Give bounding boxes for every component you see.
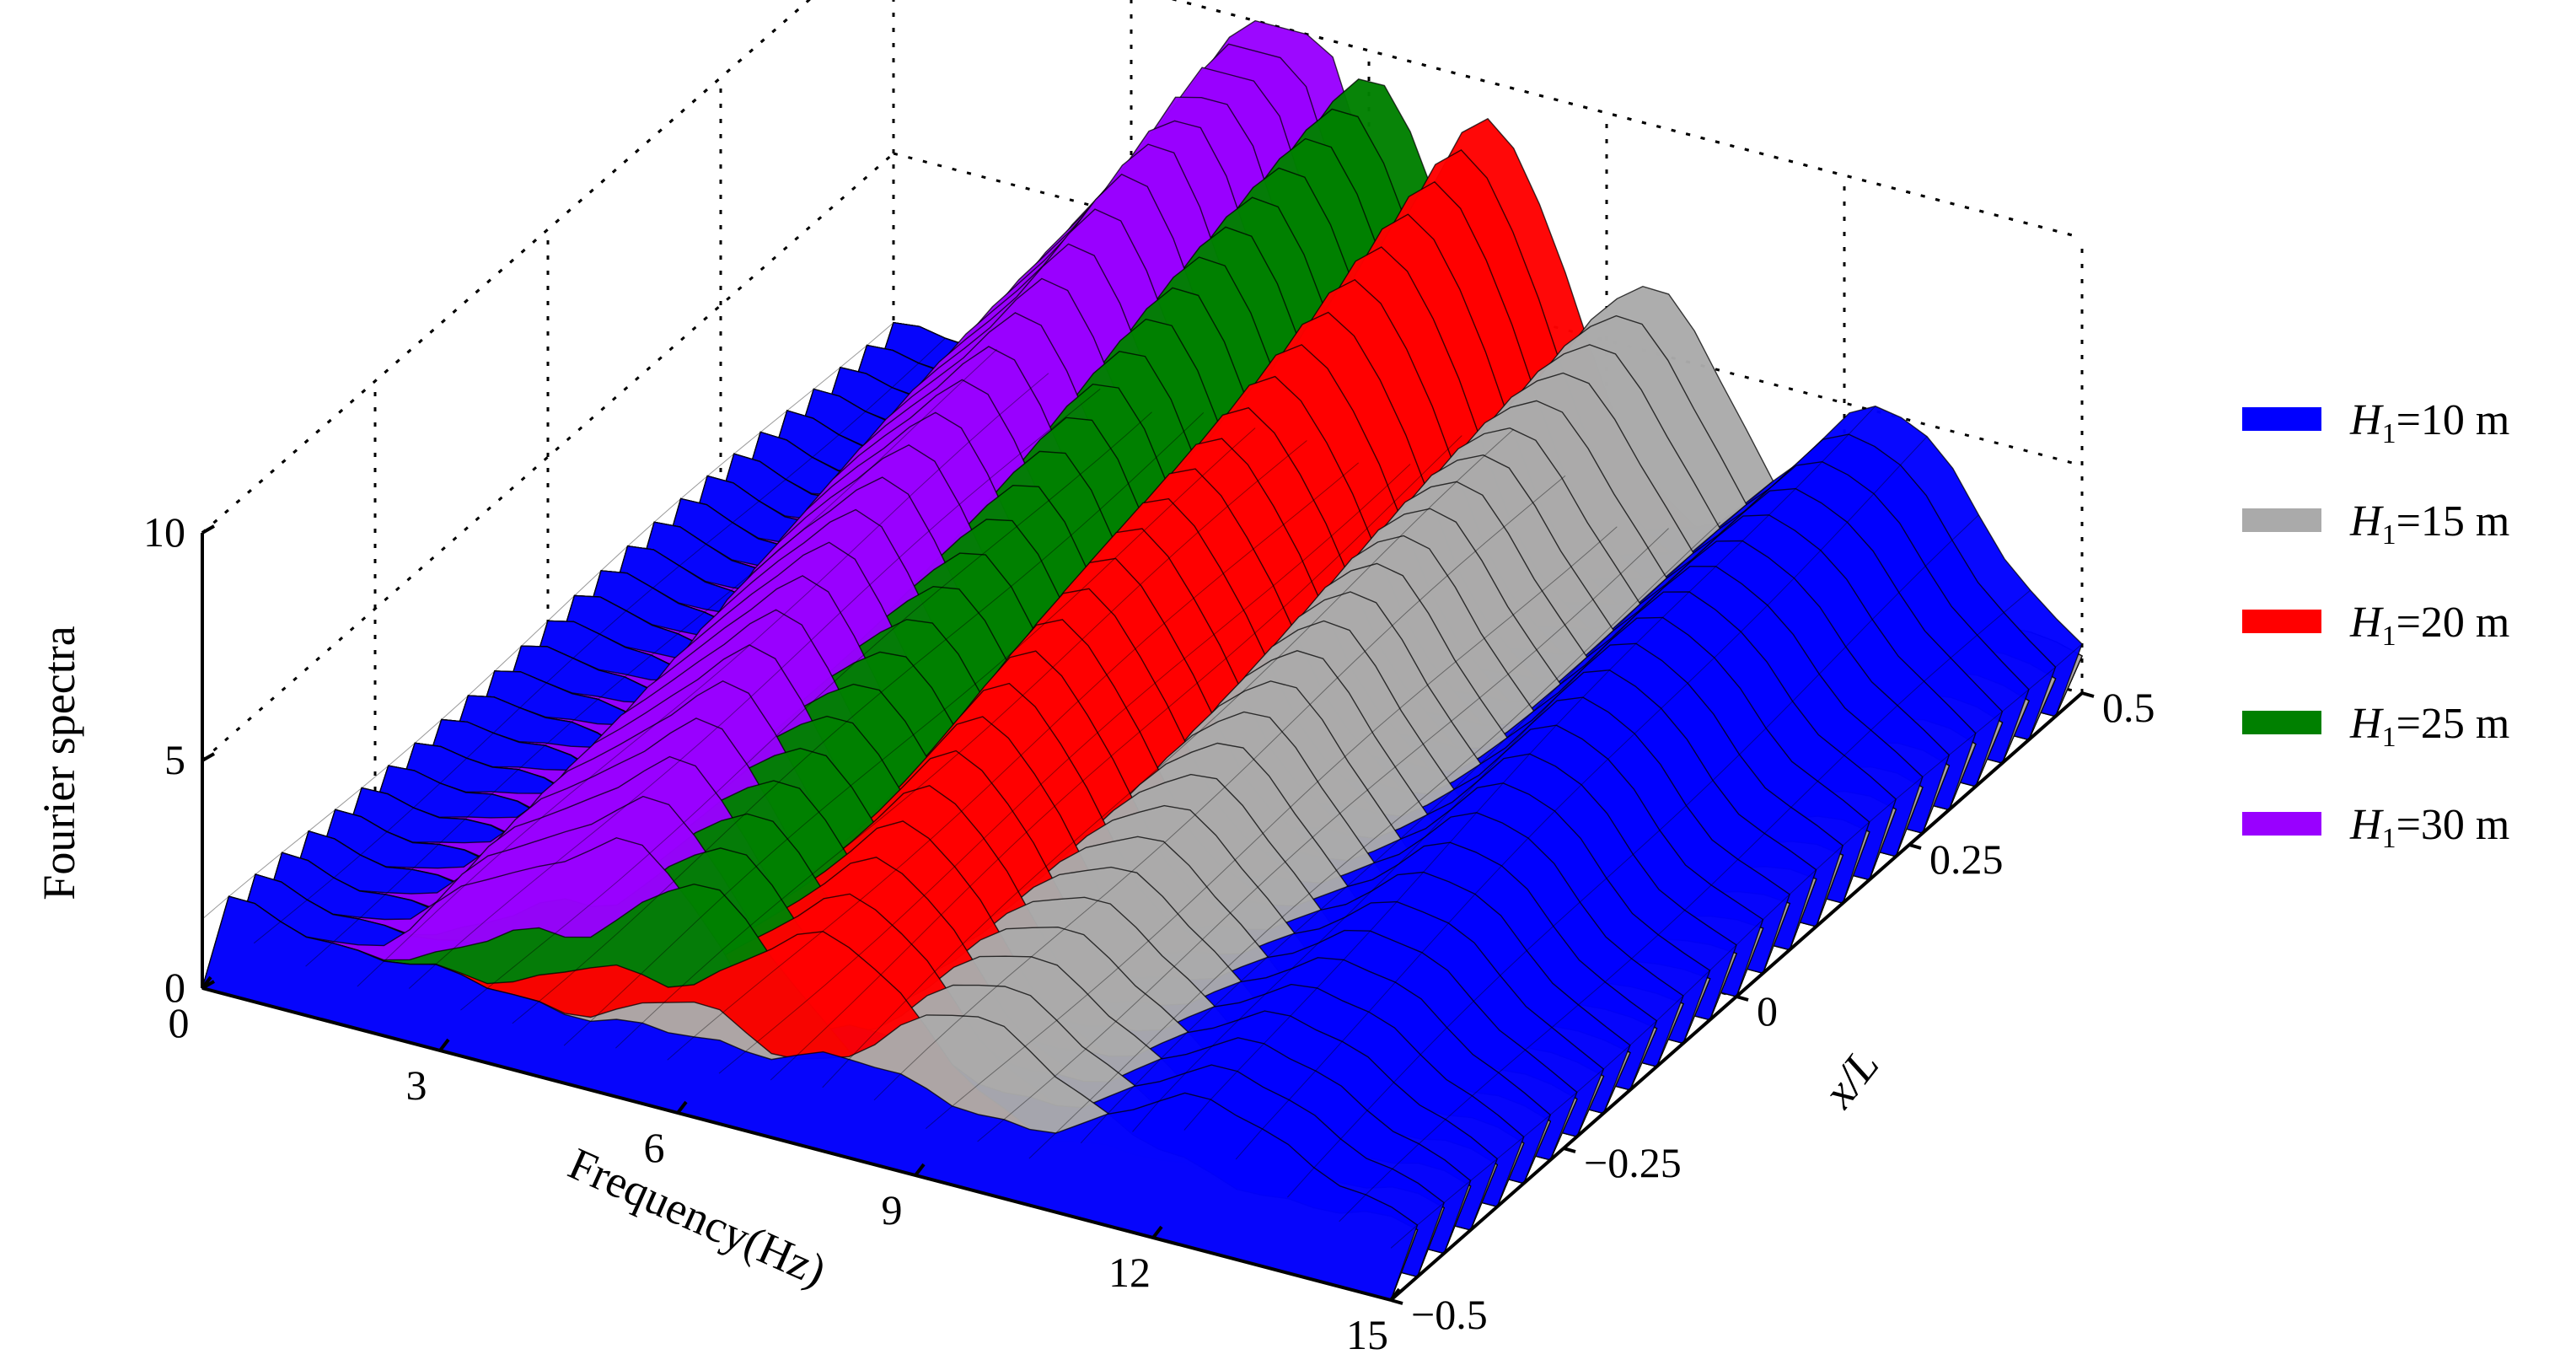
mesh-line xyxy=(1028,521,1721,1159)
y-tick-label: −0.25 xyxy=(1584,1139,1682,1186)
mesh-line xyxy=(305,349,997,967)
y-tick-label: 0.25 xyxy=(1929,836,2004,883)
mesh-line xyxy=(563,427,1256,1046)
mesh-line xyxy=(873,475,1566,1101)
z-tick-label: 10 xyxy=(143,508,185,556)
chart-axes: 0 5 10 0 3 6 9 12 15 −0.5 −0.25 0 0.25 0.5 xyxy=(143,508,2155,1358)
chart-legend: H1=10 m H1=15 m H1=20 m H1=25 m H1=30 m xyxy=(2242,396,2509,854)
surface-strip xyxy=(201,895,1419,1301)
mesh-line xyxy=(512,412,1205,1024)
mesh-line xyxy=(253,337,946,944)
mesh-line xyxy=(1132,438,1824,1132)
z-axis-title: Fourier spectra xyxy=(34,626,84,900)
mesh-line xyxy=(460,411,1152,1011)
mesh-line xyxy=(667,462,1360,1061)
x-tick-label: 3 xyxy=(406,1061,427,1109)
legend-swatch xyxy=(2242,812,2321,836)
gridline-side-z xyxy=(201,0,812,535)
mesh-line xyxy=(1183,406,1876,1131)
legend-label: H1=25 m xyxy=(2349,700,2509,753)
x-tick-mark xyxy=(1151,1225,1163,1239)
x-tick-label: 6 xyxy=(644,1124,665,1171)
x-tick-label: 12 xyxy=(1108,1249,1151,1296)
y-tick-mark xyxy=(1908,843,1922,850)
gridline-side-z xyxy=(201,152,894,762)
legend-swatch xyxy=(2242,610,2321,633)
y-tick-mark xyxy=(2081,691,2095,698)
legend-label: H1=20 m xyxy=(2349,599,2509,652)
x-axis-line xyxy=(201,986,1392,1302)
x-tick-label: 9 xyxy=(882,1186,903,1233)
y-tick-label: 0.5 xyxy=(2102,684,2155,731)
legend-swatch xyxy=(2242,508,2321,532)
mesh-line xyxy=(977,528,1669,1142)
mesh-line xyxy=(718,464,1411,1074)
x-tick-mark xyxy=(914,1163,926,1177)
mesh-line xyxy=(408,388,1101,989)
y-tick-mark xyxy=(1736,995,1749,1002)
legend-swatch xyxy=(2242,407,2321,431)
y-tick-mark xyxy=(1563,1147,1576,1153)
z-tick-mark xyxy=(201,752,215,762)
z-tick-label: 5 xyxy=(164,736,185,783)
mesh-line xyxy=(770,435,1462,1081)
legend-label: H1=10 m xyxy=(2349,396,2509,449)
mesh-line xyxy=(822,428,1515,1088)
mesh-line xyxy=(1339,589,2031,1223)
x-tick-mark xyxy=(438,1038,450,1052)
mesh-line xyxy=(615,440,1307,1049)
mesh-line xyxy=(1287,514,1979,1198)
y-tick-label: 0 xyxy=(1757,987,1778,1034)
mesh-line xyxy=(201,322,894,920)
y-axis-title: x/L xyxy=(1812,1040,1888,1117)
mesh-line xyxy=(1390,643,2083,1249)
mesh-line xyxy=(925,526,1618,1129)
x-axis-title: Frequency(Hz) xyxy=(561,1138,834,1297)
mesh-line xyxy=(357,373,1049,987)
y-tick-mark xyxy=(1390,1298,1403,1305)
x-tick-mark xyxy=(1389,1287,1401,1302)
chart-surfaces xyxy=(201,19,2083,1301)
z-tick-mark xyxy=(201,524,215,535)
x-tick-mark xyxy=(201,975,212,990)
z-tick-label: 0 xyxy=(164,964,185,1011)
mesh-line xyxy=(1080,481,1773,1144)
mesh-line xyxy=(1235,436,1928,1160)
legend-swatch xyxy=(2242,711,2321,734)
legend-label: H1=15 m xyxy=(2349,497,2509,551)
y-tick-label: −0.5 xyxy=(1411,1291,1488,1338)
x-tick-mark xyxy=(676,1100,688,1115)
x-tick-label: 15 xyxy=(1346,1311,1388,1358)
surface-mesh xyxy=(201,322,2083,1249)
legend-label: H1=30 m xyxy=(2349,801,2509,854)
x-tick-label: 0 xyxy=(169,999,190,1046)
